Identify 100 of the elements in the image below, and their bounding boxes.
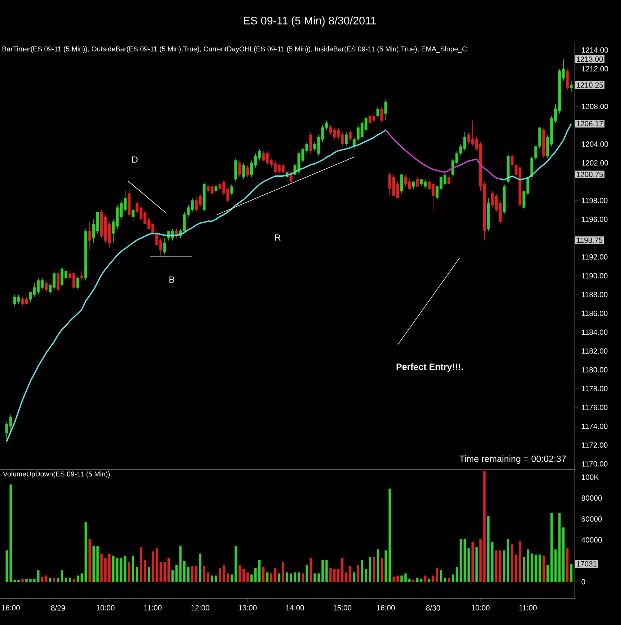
candlestick (104, 214, 108, 244)
bar (168, 558, 170, 582)
bar (361, 560, 364, 582)
candlestick (163, 238, 166, 256)
bar (53, 578, 56, 582)
bar (334, 570, 336, 582)
candlestick (234, 158, 238, 182)
candlestick (372, 111, 376, 124)
candlestick (80, 271, 84, 282)
candlestick (88, 222, 92, 250)
candlestick (195, 196, 198, 213)
bar (132, 556, 134, 582)
bar (26, 578, 28, 582)
candlestick (341, 132, 344, 147)
candlestick (37, 278, 40, 296)
candlestick (132, 208, 135, 222)
candlestick (266, 151, 269, 166)
candlestick (128, 191, 131, 218)
bar (282, 562, 285, 582)
bar (511, 544, 514, 582)
bar (400, 576, 403, 582)
candlestick (282, 162, 285, 176)
candlestick (191, 198, 194, 213)
candlestick (376, 106, 380, 119)
annotation: R (275, 234, 281, 241)
candlestick (10, 414, 12, 432)
candlestick (388, 172, 392, 196)
bar (219, 568, 222, 582)
candlestick (278, 162, 281, 176)
bar (286, 572, 288, 582)
candlestick (491, 191, 494, 208)
bar (412, 580, 415, 582)
candlestick (349, 130, 352, 142)
candlestick (152, 222, 154, 236)
candlestick (64, 268, 68, 282)
bar (369, 556, 372, 582)
candlestick (310, 132, 312, 154)
candlestick (13, 294, 16, 307)
bar (104, 558, 107, 582)
chart-title: ES 09-11 (5 Min) 8/30/2011 (244, 16, 376, 27)
candlestick (345, 132, 348, 147)
candlestick (274, 160, 277, 173)
bar (72, 578, 76, 582)
bar (507, 539, 510, 582)
bar (100, 554, 103, 582)
bar (211, 576, 214, 582)
bar (298, 572, 300, 582)
candlestick (214, 184, 218, 194)
bar (88, 539, 92, 582)
bar (476, 548, 478, 582)
candlestick (329, 125, 332, 136)
candlestick (384, 99, 388, 122)
candlestick (416, 176, 420, 187)
bar (258, 560, 261, 582)
candlestick (464, 132, 466, 152)
candlestick (72, 271, 76, 290)
bar (330, 568, 332, 582)
candlestick (400, 174, 404, 194)
bar (440, 570, 442, 582)
annotation: D (132, 156, 138, 163)
annotation: Time remaining = 00:02:37 (460, 456, 566, 464)
bar (404, 574, 407, 582)
candlestick (570, 80, 573, 93)
candlestick (246, 165, 250, 178)
bar (396, 576, 399, 582)
candlestick (380, 106, 384, 124)
candlestick (60, 266, 64, 288)
bar (180, 546, 182, 582)
bar (92, 546, 95, 582)
candlestick (360, 120, 364, 140)
candlestick (45, 280, 48, 293)
bar (148, 567, 150, 582)
bar (61, 570, 64, 582)
candlestick (76, 276, 80, 290)
bar (22, 578, 24, 582)
bar (294, 572, 296, 582)
bar (290, 574, 292, 582)
bar (526, 550, 530, 582)
bar (128, 562, 131, 582)
annotation: Perfect Entry!!!. (396, 364, 464, 372)
candlestick (432, 182, 435, 213)
candlestick (160, 238, 162, 258)
bar (30, 578, 32, 582)
bar (519, 541, 522, 582)
bar (550, 512, 553, 582)
bar (69, 578, 72, 582)
bar (558, 512, 561, 582)
bar (373, 556, 376, 582)
candlestick (333, 128, 336, 140)
candlestick (262, 151, 266, 162)
candlestick (242, 162, 246, 180)
candlestick (41, 278, 44, 290)
candlestick (404, 174, 408, 187)
bar (566, 548, 569, 582)
candlestick (444, 174, 447, 187)
candlestick (17, 294, 20, 305)
bar (140, 548, 142, 582)
bar (108, 554, 111, 582)
bar (262, 567, 265, 582)
bar (326, 560, 328, 582)
